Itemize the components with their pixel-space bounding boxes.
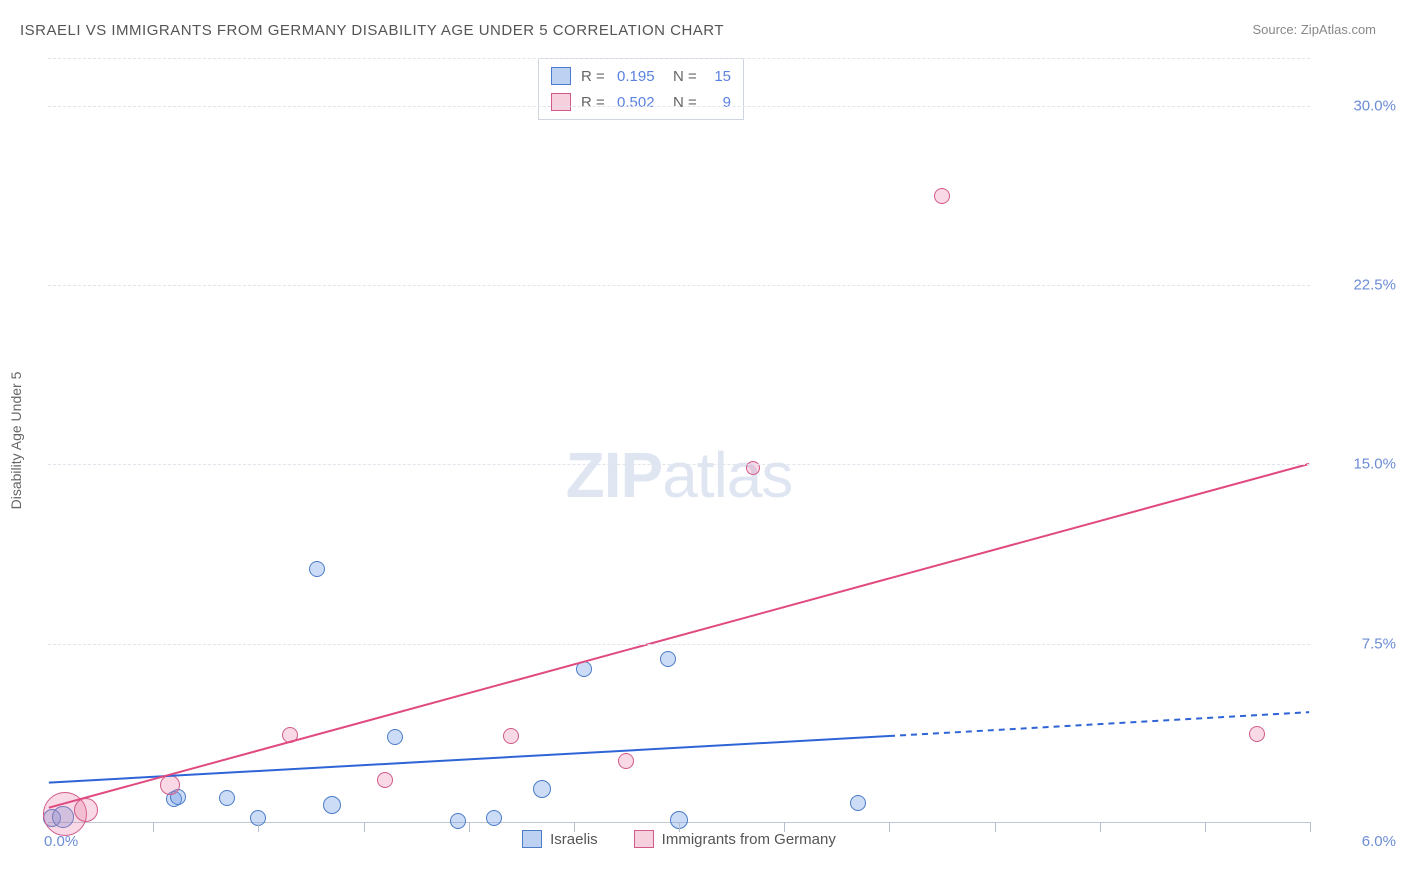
- data-point-israelis[interactable]: [576, 661, 592, 677]
- legend-item-germany: Immigrants from Germany: [634, 830, 836, 848]
- n-value: 15: [707, 68, 731, 85]
- data-point-israelis[interactable]: [850, 795, 866, 811]
- x-tick: [364, 822, 365, 832]
- data-point-israelis[interactable]: [309, 561, 325, 577]
- data-point-germany[interactable]: [74, 798, 98, 822]
- x-tick: [1100, 822, 1101, 832]
- y-tick-label: 7.5%: [1320, 635, 1396, 652]
- data-point-germany[interactable]: [503, 728, 519, 744]
- trend-line-israelis: [889, 712, 1309, 736]
- y-tick-label: 22.5%: [1320, 277, 1396, 294]
- data-point-israelis[interactable]: [387, 729, 403, 745]
- y-tick-label: 30.0%: [1320, 97, 1396, 114]
- y-tick-label: 15.0%: [1320, 456, 1396, 473]
- x-tick: [1205, 822, 1206, 832]
- legend-row-israelis: R =0.195N =15: [539, 63, 743, 89]
- x-tick: [258, 822, 259, 832]
- legend-swatch: [634, 830, 654, 848]
- watermark-light: atlas: [662, 439, 792, 511]
- r-value: 0.502: [617, 94, 673, 111]
- chart-container: ISRAELI VS IMMIGRANTS FROM GERMANY DISAB…: [0, 0, 1406, 892]
- legend-item-israelis: Israelis: [522, 830, 598, 848]
- x-tick: [679, 822, 680, 832]
- x-axis-end-label: 6.0%: [1320, 833, 1396, 850]
- r-value: 0.195: [617, 68, 673, 85]
- gridline: [48, 58, 1310, 59]
- n-label: N =: [673, 94, 707, 111]
- legend-swatch: [522, 830, 542, 848]
- watermark: ZIPatlas: [566, 438, 793, 512]
- gridline: [48, 644, 1310, 645]
- data-point-germany[interactable]: [160, 775, 180, 795]
- gridline: [48, 285, 1310, 286]
- x-tick: [469, 822, 470, 832]
- data-point-germany[interactable]: [934, 188, 950, 204]
- trend-line-germany: [49, 464, 1309, 808]
- legend-label: Immigrants from Germany: [662, 831, 836, 848]
- data-point-israelis[interactable]: [486, 810, 502, 826]
- data-point-germany[interactable]: [1249, 726, 1265, 742]
- x-tick: [574, 822, 575, 832]
- legend-label: Israelis: [550, 831, 598, 848]
- r-label: R =: [581, 94, 617, 111]
- x-tick: [153, 822, 154, 832]
- x-tick: [784, 822, 785, 832]
- n-label: N =: [673, 68, 707, 85]
- data-point-israelis[interactable]: [219, 790, 235, 806]
- n-value: 9: [707, 94, 731, 111]
- legend-swatch: [551, 93, 571, 111]
- data-point-israelis[interactable]: [450, 813, 466, 829]
- source-attribution: Source: ZipAtlas.com: [1252, 22, 1376, 37]
- x-tick: [889, 822, 890, 832]
- data-point-israelis[interactable]: [533, 780, 551, 798]
- x-tick: [1310, 822, 1311, 832]
- legend-swatch: [551, 67, 571, 85]
- correlation-legend: R =0.195N =15R =0.502N =9: [538, 58, 744, 120]
- trend-lines-svg: [48, 58, 1310, 822]
- data-point-israelis[interactable]: [660, 651, 676, 667]
- r-label: R =: [581, 68, 617, 85]
- y-axis-title: Disability Age Under 5: [8, 58, 24, 823]
- gridline: [48, 464, 1310, 465]
- data-point-germany[interactable]: [377, 772, 393, 788]
- data-point-germany[interactable]: [618, 753, 634, 769]
- data-point-germany[interactable]: [282, 727, 298, 743]
- x-tick: [995, 822, 996, 832]
- chart-title: ISRAELI VS IMMIGRANTS FROM GERMANY DISAB…: [20, 22, 724, 39]
- data-point-germany[interactable]: [746, 461, 760, 475]
- plot-area: ZIPatlas R =0.195N =15R =0.502N =9 0.0% …: [48, 58, 1310, 823]
- watermark-bold: ZIP: [566, 439, 663, 511]
- gridline: [48, 106, 1310, 107]
- data-point-israelis[interactable]: [323, 796, 341, 814]
- legend-row-germany: R =0.502N =9: [539, 89, 743, 115]
- series-legend: Israelis Immigrants from Germany: [48, 830, 1310, 852]
